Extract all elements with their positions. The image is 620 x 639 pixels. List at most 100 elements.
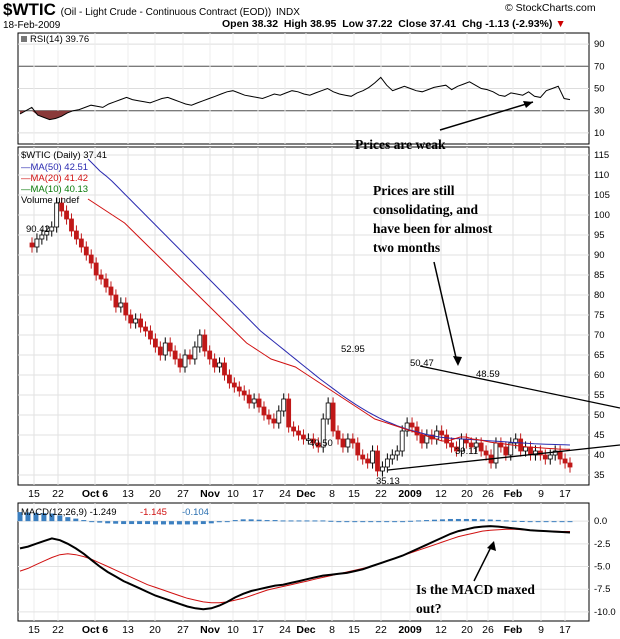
annotation-price: consolidating, and bbox=[373, 202, 479, 217]
macd-histogram-bar bbox=[519, 520, 525, 522]
candle-body bbox=[192, 346, 198, 360]
macd-histogram-bar bbox=[33, 512, 39, 522]
macd-tick-label: 0.0 bbox=[594, 516, 607, 527]
candle-body bbox=[246, 394, 252, 404]
x-tick-label: Feb bbox=[504, 488, 523, 500]
x-tick-label: 26 bbox=[482, 488, 494, 500]
symbol: $WTIC bbox=[3, 0, 56, 19]
rsi-legend-swatch bbox=[21, 36, 27, 42]
ma20-legend-text: MA(20) 41.42 bbox=[31, 173, 89, 184]
candle-body bbox=[409, 422, 415, 428]
macd-histogram-bar bbox=[153, 521, 159, 525]
candle-body bbox=[231, 382, 237, 388]
x-tick-label: 9 bbox=[538, 624, 544, 636]
candle-body bbox=[172, 350, 178, 360]
x-tick-label: 17 bbox=[559, 624, 571, 636]
macd-histogram-bar bbox=[344, 521, 350, 523]
macd-histogram-bar bbox=[25, 512, 31, 522]
x-tick-label: 22 bbox=[375, 488, 387, 500]
candle-body bbox=[261, 406, 267, 416]
change-value: Chg -1.13 (-2.93%) bbox=[461, 18, 553, 30]
macd-histogram-bar bbox=[81, 520, 87, 522]
price-tick-label: 95 bbox=[594, 230, 605, 241]
ma20-line bbox=[87, 198, 571, 450]
macd-histogram-bar bbox=[384, 521, 390, 523]
candle-body bbox=[375, 450, 380, 472]
candle-body bbox=[444, 434, 450, 444]
candle-body bbox=[508, 442, 514, 456]
x-tick-label: 10 bbox=[227, 624, 239, 636]
candle-body bbox=[177, 358, 183, 368]
macd-histogram-bar bbox=[240, 519, 246, 522]
macd-histogram-bar bbox=[272, 520, 278, 522]
candle-body bbox=[533, 450, 538, 456]
macd-tick-label: -5.0 bbox=[594, 562, 610, 573]
candle-body bbox=[281, 398, 287, 412]
candle-body bbox=[389, 454, 395, 460]
macd-histogram-bar bbox=[312, 520, 318, 522]
macd-histogram-bar bbox=[41, 513, 47, 522]
price-tick-label: 105 bbox=[594, 190, 610, 201]
x-tick-label: 20 bbox=[461, 624, 473, 636]
candle-body bbox=[241, 390, 247, 396]
price-tick-label: 90 bbox=[594, 250, 605, 261]
price-label: 90.42 bbox=[26, 224, 50, 235]
macd-histogram-bar bbox=[256, 519, 262, 522]
candle-body bbox=[483, 450, 489, 456]
ma50-legend-text: MA(50) 42.51 bbox=[31, 162, 89, 173]
candle-body bbox=[113, 294, 119, 308]
support-trendline bbox=[387, 444, 620, 471]
annotation-price: have been for almost bbox=[373, 221, 493, 236]
ma50-line bbox=[87, 158, 571, 446]
candle-body bbox=[340, 438, 346, 448]
macd-histogram-bar bbox=[320, 520, 326, 522]
x-tick-label: 15 bbox=[28, 624, 40, 636]
candle-body bbox=[355, 442, 361, 456]
macd-histogram-bar bbox=[535, 521, 541, 523]
down-arrow-icon: ▼ bbox=[555, 18, 566, 30]
macd-histogram-bar bbox=[551, 521, 557, 523]
candle-body bbox=[439, 430, 445, 436]
price-panel bbox=[17, 146, 590, 486]
resistance-trendline bbox=[419, 365, 620, 409]
rsi-tick-label: 30 bbox=[594, 106, 605, 117]
price-label: 48.59 bbox=[476, 369, 500, 380]
candle-body bbox=[301, 434, 306, 440]
low-value: Low 37.22 bbox=[342, 18, 393, 30]
x-tick-label: 12 bbox=[435, 624, 447, 636]
price-tick-label: 50 bbox=[594, 410, 605, 421]
x-tick-label: 12 bbox=[435, 488, 447, 500]
candle-body bbox=[143, 326, 148, 332]
candle-body bbox=[222, 362, 227, 376]
annotation-price: Prices are still bbox=[373, 183, 455, 198]
candle-body bbox=[69, 218, 74, 232]
macd-histogram-bar bbox=[400, 521, 406, 523]
candle-body bbox=[256, 398, 262, 408]
candle-body bbox=[335, 430, 341, 440]
macd-histogram-bar bbox=[352, 521, 358, 523]
macd-histogram-bar bbox=[368, 521, 374, 523]
candle-body bbox=[83, 246, 89, 256]
macd-histogram-bar bbox=[471, 518, 477, 522]
candle-body bbox=[291, 426, 296, 432]
macd-histogram-bar bbox=[336, 521, 342, 523]
x-tick-label: 20 bbox=[149, 488, 161, 500]
macd-histogram-bar bbox=[328, 520, 334, 522]
candle-body bbox=[498, 442, 504, 448]
candle-body bbox=[434, 430, 440, 440]
macd-histogram-bar bbox=[392, 521, 398, 523]
macd-histogram-bar bbox=[296, 520, 302, 522]
candle-body bbox=[399, 430, 405, 452]
annotation-rsi: Prices are weak bbox=[355, 137, 446, 152]
rsi-line bbox=[19, 76, 571, 121]
x-tick-label: 26 bbox=[482, 624, 494, 636]
macd-tick-label: -2.5 bbox=[594, 539, 610, 550]
macd-histogram-bar bbox=[487, 519, 493, 522]
x-tick-label: 15 bbox=[348, 488, 360, 500]
exchange: INDX bbox=[275, 7, 300, 18]
candle-body bbox=[202, 334, 208, 352]
candle-body bbox=[493, 442, 499, 464]
x-tick-label: 27 bbox=[177, 624, 189, 636]
open-value: Open 38.32 bbox=[222, 18, 279, 30]
